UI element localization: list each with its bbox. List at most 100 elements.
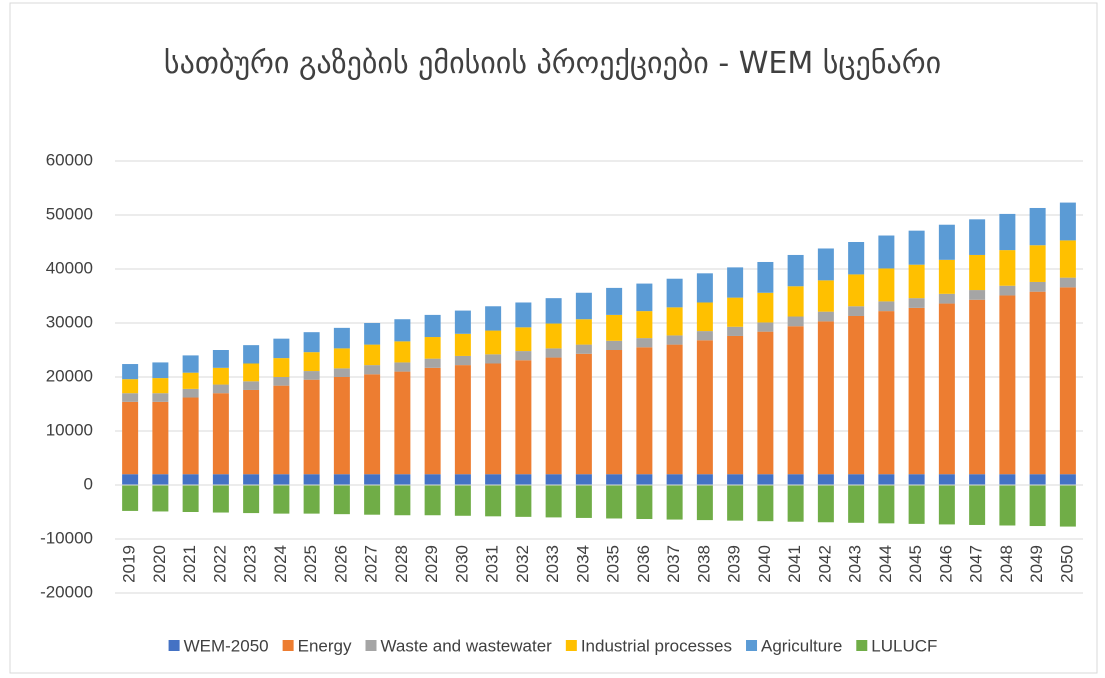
legend-swatch: [565, 640, 577, 651]
bar-segment: [696, 331, 713, 341]
y-tick-label: 10000: [46, 420, 93, 439]
bar-segment: [1059, 474, 1076, 485]
bar-segment: [757, 261, 774, 293]
bar-segment: [122, 485, 139, 511]
x-tick-label: 2036: [634, 545, 653, 583]
bar-segment: [152, 362, 169, 379]
bar-segment: [908, 230, 925, 265]
bar-segment: [182, 372, 199, 389]
bar-segment: [1059, 287, 1076, 475]
x-tick-label: 2046: [936, 545, 955, 583]
bar-segment: [333, 474, 350, 485]
bar-segment: [575, 292, 592, 320]
bar-segment: [424, 474, 441, 485]
x-tick-label: 2020: [150, 545, 169, 583]
bar-segment: [515, 302, 532, 328]
bar-segment: [212, 485, 229, 513]
bar-segment: [545, 348, 562, 358]
bar-segment: [212, 350, 229, 368]
bar-segment: [182, 485, 199, 512]
x-tick-label: 2035: [604, 545, 623, 583]
bar-segment: [696, 273, 713, 303]
bar-segment: [454, 310, 471, 334]
chart-title: სათბური გაზების ემისიის პროექციები - WEM…: [163, 46, 942, 81]
bar-segment: [485, 485, 502, 517]
bar-segment: [817, 311, 834, 322]
bar-segment: [182, 474, 199, 485]
x-tick-label: 2025: [301, 545, 320, 583]
bar-segment: [666, 485, 683, 520]
bar-segment: [908, 298, 925, 308]
chart-border: [9, 2, 1098, 674]
bar-segment: [394, 485, 411, 516]
x-tick-label: 2040: [755, 545, 774, 583]
bar-segment: [817, 474, 834, 485]
bar-segment: [333, 327, 350, 349]
bar-segment: [636, 338, 653, 348]
bar-segment: [999, 485, 1016, 526]
bar-segment: [454, 355, 471, 366]
bar-segment: [575, 353, 592, 475]
bar-segment: [152, 378, 169, 394]
bar-segment: [1059, 202, 1076, 241]
bar-segment: [424, 367, 441, 475]
bar-segment: [394, 474, 411, 485]
bar-segment: [757, 292, 774, 323]
bar-segment: [636, 311, 653, 339]
bar-segment: [636, 485, 653, 520]
bar-segment: [878, 268, 895, 302]
x-tick-label: 2047: [967, 545, 986, 583]
x-tick-label: 2033: [543, 545, 562, 583]
bar-segment: [878, 485, 895, 524]
bar-segment: [122, 379, 139, 394]
x-tick-label: 2031: [483, 545, 502, 583]
bar-segment: [1029, 474, 1046, 485]
bar-segment: [515, 485, 532, 517]
bar-segment: [122, 393, 139, 402]
bar-segment: [817, 280, 834, 312]
bar-segment: [303, 485, 320, 514]
bar-segment: [152, 393, 169, 402]
bar-segment: [757, 322, 774, 332]
bar-segment: [212, 393, 229, 475]
bar-segment: [696, 485, 713, 521]
bar-segment: [666, 474, 683, 485]
bar-segment: [273, 474, 290, 485]
bar-segment: [1059, 277, 1076, 288]
bar-segment: [908, 474, 925, 485]
bar-segment: [394, 371, 411, 475]
bar-segment: [666, 344, 683, 475]
bar-segment: [817, 485, 834, 523]
bar-segment: [545, 298, 562, 324]
bar-segment: [878, 474, 895, 485]
bar-segment: [333, 485, 350, 515]
bar-segment: [1029, 485, 1046, 527]
bar-segment: [727, 474, 744, 485]
bar-segment: [303, 474, 320, 485]
bar-segment: [999, 474, 1016, 485]
bar-segment: [394, 362, 411, 372]
bar-segment: [152, 474, 169, 485]
bar-segment: [454, 485, 471, 516]
bar-segment: [848, 242, 865, 275]
y-tick-label: 50000: [46, 204, 93, 223]
bar-segment: [273, 358, 290, 377]
bar-segment: [515, 327, 532, 352]
bar-segment: [969, 254, 986, 291]
bar-segment: [848, 306, 865, 316]
bar-segment: [273, 377, 290, 386]
x-tick-label: 2037: [664, 545, 683, 583]
bar-segment: [787, 326, 804, 475]
bar-segment: [182, 355, 199, 373]
bar-segment: [727, 297, 744, 327]
bar-segment: [182, 388, 199, 398]
bar-segment: [908, 264, 925, 299]
bar-segment: [999, 295, 1016, 475]
bar-segment: [606, 314, 623, 341]
bar-segment: [364, 474, 381, 485]
bar-segment: [364, 344, 381, 366]
x-tick-label: 2023: [241, 545, 260, 583]
x-tick-label: 2044: [876, 545, 895, 583]
bar-segment: [817, 248, 834, 281]
x-tick-label: 2026: [331, 545, 350, 583]
